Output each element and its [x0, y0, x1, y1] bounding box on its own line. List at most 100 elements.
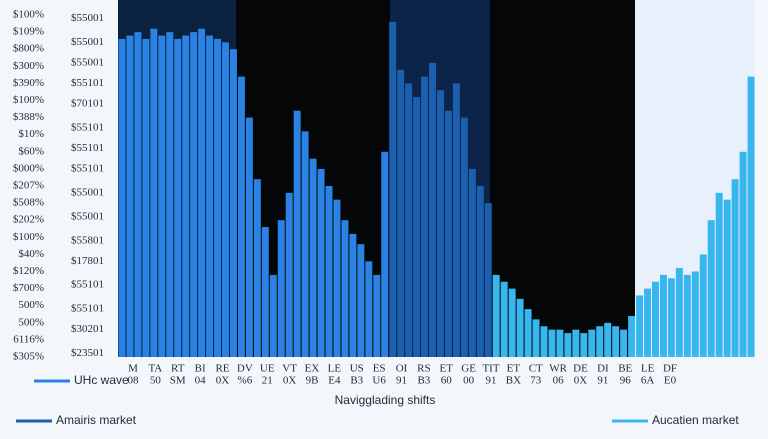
x-tick-label: 91 [597, 375, 608, 387]
bar [715, 192, 723, 357]
x-tick-label: OI [396, 363, 408, 375]
x-tick-label: LE [641, 363, 655, 375]
bar [229, 49, 237, 357]
bar [174, 38, 182, 357]
x-tick-label: E4 [328, 375, 341, 387]
bar [691, 271, 699, 357]
bar [126, 35, 134, 358]
bar [484, 203, 492, 357]
x-tick-label: 91 [396, 375, 407, 387]
x-tick-label: E0 [664, 375, 677, 387]
x-tick-label: 60 [441, 375, 453, 387]
bar [190, 32, 198, 357]
x-tick-label: 73 [530, 375, 542, 387]
bar [620, 329, 628, 357]
bar [476, 186, 484, 357]
bar [707, 220, 715, 357]
bar [596, 326, 604, 357]
bar [118, 38, 126, 357]
bar [405, 83, 413, 358]
bar [675, 268, 683, 357]
bar [309, 158, 317, 357]
x-tick-label: U6 [372, 375, 386, 387]
x-tick-label: 08 [128, 375, 140, 387]
x-tick-label: LE [328, 363, 342, 375]
bar [269, 274, 277, 357]
y-tick-label: $55101 [71, 279, 104, 291]
bar [444, 110, 452, 357]
x-tick-label: US [350, 363, 364, 375]
bar [429, 62, 436, 357]
bar [667, 278, 675, 357]
bar [556, 329, 564, 357]
y-tick-label: $55101 [71, 77, 104, 89]
bar [134, 32, 142, 357]
x-tick-label: CT [529, 363, 543, 375]
x-tick-label: RT [171, 363, 185, 375]
x-tick-label: TIT [482, 363, 499, 375]
bar [564, 333, 572, 357]
bar [325, 186, 333, 357]
bar [182, 35, 190, 358]
y-tick-label-outer: $100% [13, 94, 44, 106]
bar [588, 329, 596, 357]
y-tick-label-outer: $207% [13, 180, 44, 192]
bar [572, 329, 580, 357]
bar [333, 199, 341, 357]
bar [683, 274, 691, 357]
y-tick-label-outer: 6116% [13, 333, 44, 345]
x-tick-label: %6 [238, 375, 253, 387]
bar [532, 319, 540, 357]
y-tick-label: $55101 [71, 303, 104, 315]
y-tick-label: $55001 [71, 36, 104, 48]
y-tick-label-outer: $000% [13, 162, 44, 174]
bar [492, 274, 500, 357]
x-tick-label: 04 [195, 375, 207, 387]
x-tick-label: ET [507, 363, 521, 375]
y-tick-label-outer: $109% [13, 26, 44, 38]
legend-item: UHc wave [34, 373, 129, 387]
legend-label: Aucatien market [652, 413, 739, 427]
x-tick-label: DF [663, 363, 677, 375]
y-tick-label-outer: $202% [13, 214, 44, 226]
y-tick-label-outer: $388% [13, 111, 44, 123]
y-tick-label: $55101 [71, 121, 104, 133]
y-tick-label: $55001 [71, 12, 104, 24]
x-tick-label: DV [237, 363, 253, 375]
y-tick-label-outer: $300% [13, 60, 44, 72]
bar [548, 329, 556, 357]
bar [150, 28, 158, 358]
x-tick-label: WR [549, 363, 567, 375]
bar [158, 35, 166, 358]
x-tick-label: BX [506, 375, 521, 387]
y-tick-label: $55101 [71, 162, 104, 174]
y-tick-label-outer: $10% [18, 128, 44, 140]
x-tick-label: B3 [350, 375, 363, 387]
bar [142, 38, 150, 357]
y-tick-label-outer: $800% [13, 43, 44, 55]
y-tick-label: $55801 [71, 234, 104, 246]
bar [636, 295, 644, 357]
bar [357, 244, 365, 357]
x-axis-label: Navigglading shifts [335, 393, 436, 407]
x-tick-label: VT [282, 363, 297, 375]
bar [381, 151, 389, 357]
bar [612, 326, 620, 357]
bar [214, 38, 222, 357]
bar [365, 261, 373, 357]
bar [628, 315, 636, 357]
x-tick-label: ES [373, 363, 386, 375]
bar [222, 42, 229, 358]
bar [739, 151, 747, 357]
bar [413, 97, 421, 357]
bar [166, 32, 174, 357]
y-tick-label: $30201 [71, 323, 104, 335]
legend-item: Amairis market [16, 413, 137, 427]
y-tick-label-outer: $120% [13, 265, 44, 277]
x-tick-label: ET [440, 363, 454, 375]
bar [253, 179, 261, 357]
x-tick-label: SM [170, 375, 186, 387]
bar [389, 21, 397, 358]
legend-label: Amairis market [56, 413, 137, 427]
